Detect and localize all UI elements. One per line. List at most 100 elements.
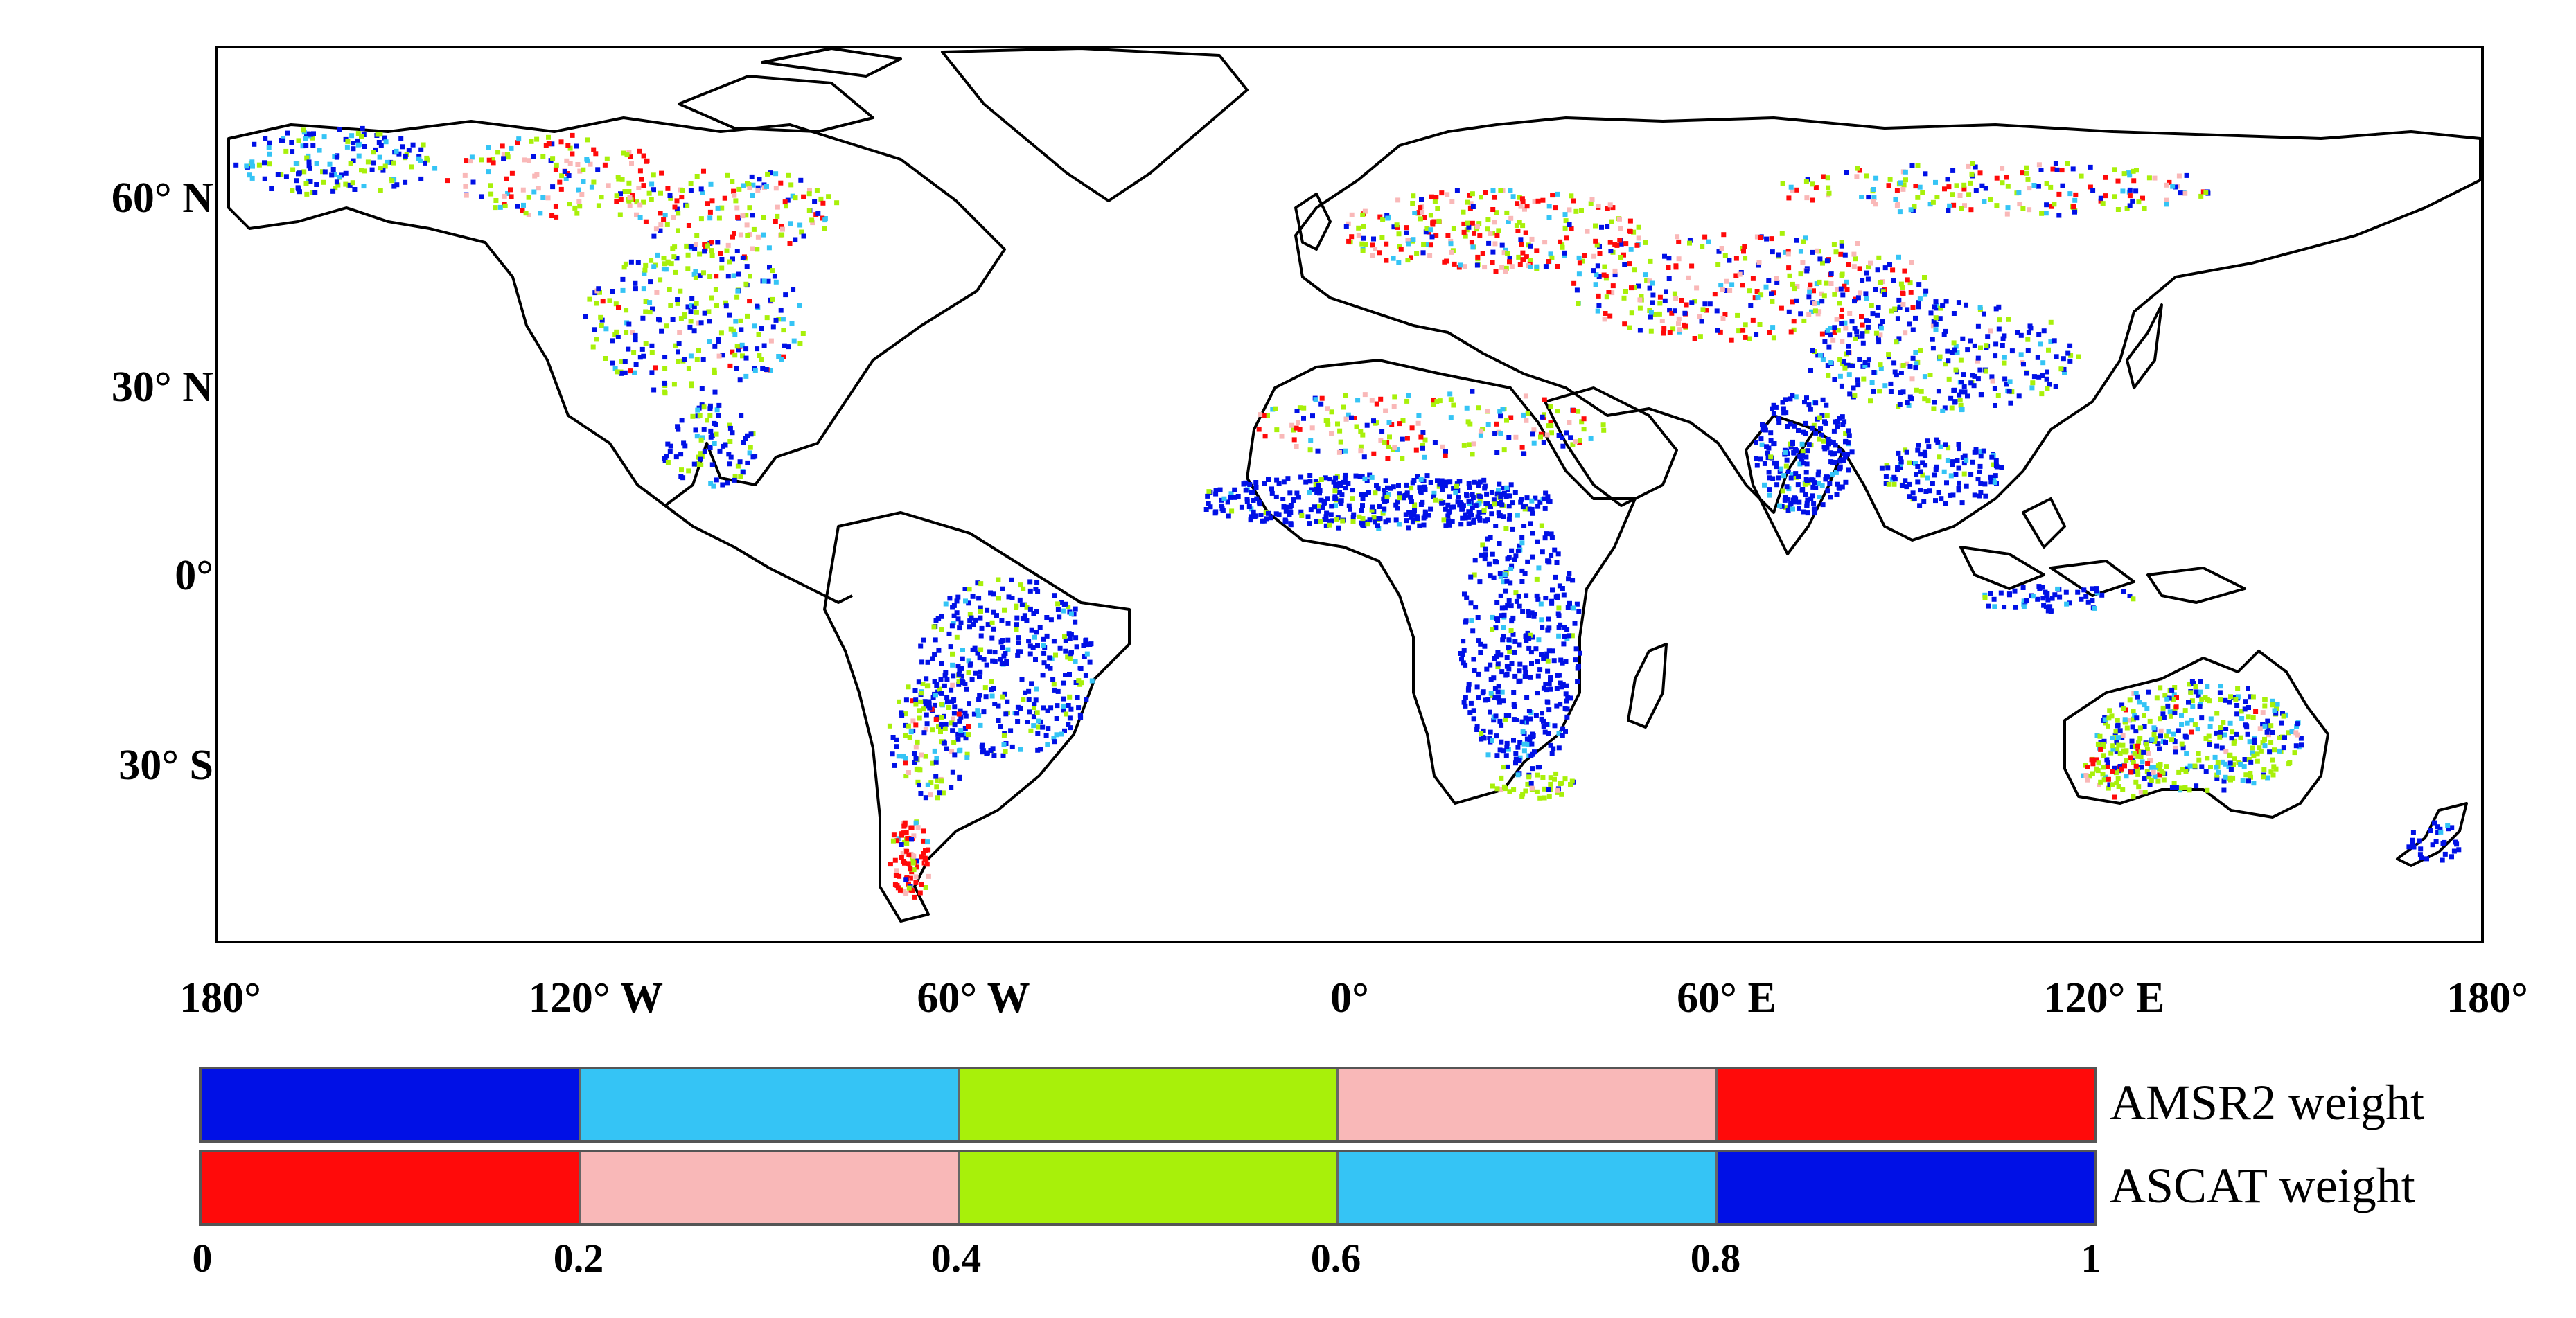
weight-point [1544, 432, 1550, 438]
weight-point [1329, 409, 1334, 415]
weight-point [2101, 753, 2106, 758]
weight-point [1274, 477, 1280, 483]
weight-point [1469, 618, 1474, 623]
weight-point [1490, 207, 1496, 212]
weight-point [1515, 513, 1520, 518]
weight-point [1636, 235, 1641, 241]
weight-point [659, 170, 664, 176]
weight-point [1361, 224, 1366, 229]
weight-point [737, 459, 743, 465]
weight-point [1248, 517, 1253, 523]
weight-point [526, 195, 531, 200]
weight-point [1488, 677, 1494, 682]
weight-point [1499, 499, 1503, 504]
weight-point [1377, 250, 1382, 256]
weight-point [2242, 757, 2248, 762]
weight-point [1338, 439, 1343, 445]
weight-point [1573, 439, 1578, 445]
weight-point [1797, 506, 1801, 511]
weight-point [682, 357, 687, 362]
weight-point [2002, 333, 2007, 339]
weight-point [1853, 256, 1858, 262]
weight-point [1009, 596, 1015, 600]
weight-point [398, 136, 404, 141]
weight-point [1509, 548, 1515, 553]
weight-point [2085, 599, 2091, 605]
weight-point [2092, 605, 2097, 611]
weight-point [369, 167, 375, 172]
weight-point [1824, 402, 1829, 408]
weight-point [1785, 424, 1790, 429]
weight-point [1544, 722, 1549, 727]
weight-point [978, 669, 983, 675]
weight-point [1850, 363, 1855, 368]
weight-point [637, 215, 643, 220]
weight-point [538, 211, 543, 216]
weight-point [1925, 475, 1930, 481]
weight-point [1878, 362, 1883, 368]
weight-point [1792, 423, 1797, 429]
weight-point [1747, 336, 1752, 341]
weight-point [649, 258, 654, 263]
weight-point [988, 590, 994, 596]
weight-point [1360, 432, 1366, 438]
weight-point [745, 433, 750, 438]
weight-point [1896, 404, 1901, 409]
weight-point [732, 193, 737, 198]
weight-point [694, 242, 698, 247]
weight-point [2261, 767, 2267, 772]
weight-point [1019, 602, 1025, 607]
weight-point [1540, 549, 1545, 555]
weight-point [355, 131, 361, 136]
weight-point [734, 249, 740, 253]
weight-point [897, 887, 903, 893]
weight-point [1846, 467, 1851, 473]
weight-point [1541, 718, 1546, 724]
weight-point [1385, 456, 1391, 461]
weight-point [262, 176, 267, 181]
weight-point [2406, 844, 2412, 850]
weight-point [2155, 763, 2161, 769]
weight-point [1934, 437, 1939, 443]
weight-point [989, 693, 995, 699]
weight-point [2163, 740, 2168, 745]
weight-point [618, 197, 624, 202]
weight-point [1560, 682, 1566, 687]
weight-point [1736, 328, 1742, 334]
weight-point [2446, 826, 2451, 832]
weight-point [1978, 449, 1984, 454]
weight-point [1018, 649, 1023, 654]
weight-point [1307, 473, 1313, 478]
weight-point [752, 454, 758, 459]
legend-tick-06: 0.6 [1310, 1236, 1361, 1281]
weight-point [1307, 521, 1312, 526]
weight-point [1477, 579, 1483, 585]
weight-point [1836, 485, 1842, 490]
weight-point [1466, 481, 1472, 486]
weight-point [1325, 496, 1330, 501]
weight-point [558, 139, 564, 145]
weight-point [1842, 419, 1847, 425]
weight-point [1844, 279, 1849, 285]
weight-point [1864, 296, 1869, 301]
weight-point [1501, 748, 1506, 754]
weight-point [1329, 518, 1334, 524]
weight-point [1793, 496, 1799, 501]
weight-point [1684, 302, 1689, 308]
weight-point [636, 186, 642, 190]
weight-point [1523, 788, 1528, 794]
weight-point [939, 627, 944, 632]
weight-point [1298, 509, 1304, 515]
weight-point [1551, 746, 1556, 751]
weight-point [2179, 741, 2185, 747]
weight-point [1394, 222, 1400, 228]
weight-point [1499, 689, 1505, 695]
weight-point [610, 360, 615, 366]
weight-point [1554, 560, 1560, 565]
weight-point [1912, 496, 1917, 501]
weight-point [1451, 504, 1456, 510]
weight-point [2199, 715, 2205, 721]
weight-point [1834, 317, 1840, 322]
weight-point [1369, 398, 1375, 403]
weight-point [1253, 480, 1259, 485]
